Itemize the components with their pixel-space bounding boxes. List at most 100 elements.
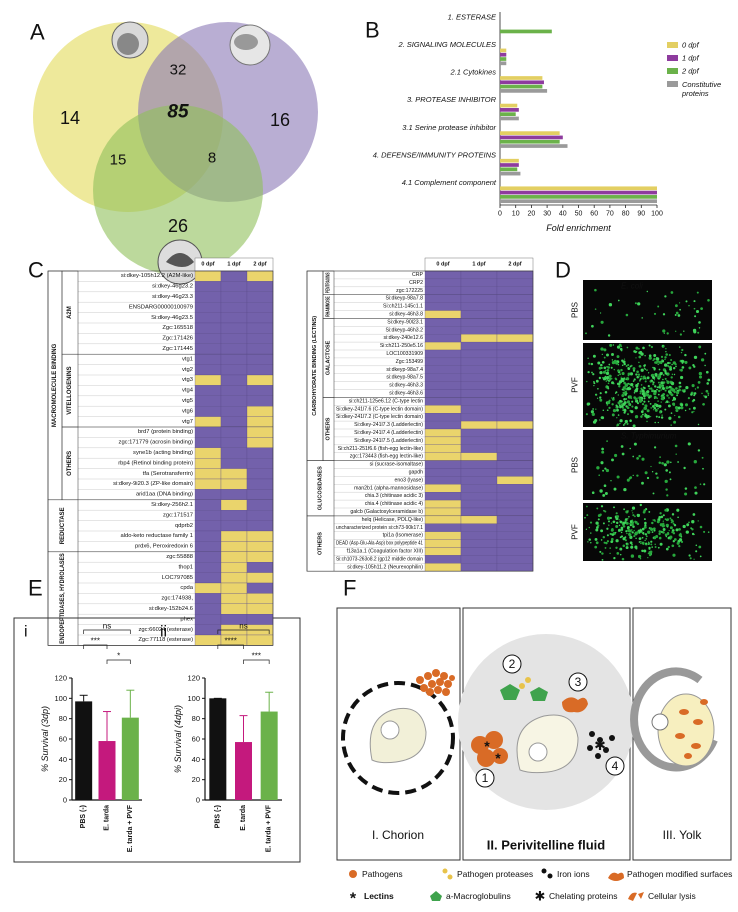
fluorescent-dot: [671, 388, 676, 392]
y-tick-label: 80: [59, 714, 67, 723]
fluorescent-dot: [652, 383, 655, 386]
fluorescent-dot: [647, 542, 651, 545]
fluorescent-dot: [671, 544, 675, 548]
compartment-label: III. Yolk: [663, 828, 703, 842]
fluorescent-dot: [654, 546, 657, 548]
heatmap-cell: [246, 312, 274, 324]
x-tick-label: 100: [651, 211, 663, 218]
fluorescent-dot: [661, 461, 664, 465]
fluorescent-dot: [701, 392, 703, 395]
fluorescent-dot: [591, 412, 595, 417]
heatmap-cell: [194, 354, 222, 365]
fluorescent-dot: [603, 366, 607, 370]
category-label: 3. PROTEASE INHIBITOR: [407, 95, 497, 104]
fluorescent-dot: [635, 537, 637, 540]
fluorescent-dot: [666, 332, 669, 335]
fluorescent-dot: [610, 480, 612, 482]
legend-label: 1 dpf: [682, 54, 700, 63]
fluorescent-dot: [588, 362, 591, 365]
fluorescent-dot: [679, 346, 681, 348]
heatmap-cell: [424, 349, 462, 359]
fluorescent-dot: [598, 366, 602, 370]
fluorescent-dot: [622, 391, 625, 395]
legend-icon: [541, 868, 547, 874]
fluorescent-dot: [651, 546, 653, 548]
fluorescent-dot: [670, 381, 675, 386]
heatmap-cell: [194, 447, 222, 459]
fluorescent-dot: [620, 535, 624, 538]
row-label: Si:dkey-241l7.4 (Ladderlectin): [354, 430, 423, 436]
fluorescent-dot: [621, 364, 624, 366]
fluorescent-dot: [585, 528, 588, 530]
heatmap-cell: [246, 302, 274, 313]
fluorescent-dot: [623, 411, 626, 414]
fluorescent-dot: [693, 410, 695, 413]
fluorescent-dot: [703, 483, 706, 486]
fluorescent-dot: [611, 413, 615, 417]
fluorescent-dot: [608, 363, 611, 366]
fluorescent-dot: [653, 367, 656, 370]
fluorescent-dot: [602, 522, 605, 525]
fluorescent-dot: [613, 361, 617, 364]
fluorescent-dot: [647, 385, 650, 388]
fluorescent-dot: [706, 382, 709, 385]
heatmap-cell: [246, 426, 274, 438]
fluorescent-dot: [655, 403, 659, 408]
row-label: Si:dkey-241l7.5 (Ladderlectin): [354, 438, 423, 444]
fluorescent-dot: [654, 373, 658, 377]
heatmap-cell: [246, 458, 274, 469]
fluorescent-dot: [647, 400, 650, 403]
fluorescent-dot: [617, 382, 621, 386]
heatmap-cell: [424, 547, 462, 556]
fluorescent-dot: [656, 397, 658, 400]
fluorescent-dot: [616, 423, 620, 427]
fluorescent-dot: [660, 416, 664, 419]
fluorescent-dot: [691, 528, 694, 531]
fluorescent-dot: [660, 531, 662, 533]
fluorescent-dot: [623, 487, 627, 492]
fluorescent-dot: [666, 361, 670, 365]
fluorescent-dot: [606, 440, 608, 442]
fluorescent-dot: [607, 334, 611, 337]
fluorescent-dot: [670, 424, 672, 426]
heatmap-cell: [194, 333, 222, 344]
legend-label: Lectins: [364, 891, 394, 901]
fluorescent-dot: [642, 409, 644, 411]
fluorescent-dot: [609, 516, 612, 520]
fluorescent-dot: [672, 366, 676, 370]
fluorescent-dot: [680, 403, 684, 407]
fluorescent-dot: [586, 402, 590, 406]
bar: [98, 741, 116, 800]
lectin: *: [484, 738, 490, 754]
embryo-image: [117, 33, 139, 55]
fluorescent-dot: [638, 397, 642, 401]
fluorescent-dot: [678, 381, 682, 385]
heatmap-cell: [246, 593, 274, 604]
fluorescent-dot: [677, 406, 681, 410]
row-label: vtg2: [182, 367, 193, 373]
fluorescent-dot: [664, 479, 668, 484]
fluorescent-dot: [692, 398, 696, 402]
fluorescent-dot: [664, 533, 668, 537]
fluorescent-dot: [603, 348, 607, 352]
heatmap-cell: [194, 478, 222, 490]
fluorescent-dot: [606, 409, 609, 412]
x-tick-label: 0: [498, 211, 502, 218]
fluorescent-dot: [625, 542, 628, 545]
fluorescent-dot: [658, 368, 661, 371]
fluorescent-dot: [642, 377, 645, 380]
y-tick-label: 40: [192, 755, 200, 764]
category-label: 3.1 Serine protease inhibitor: [402, 123, 496, 132]
fluorescent-dot: [626, 422, 629, 425]
row-label: vtg1: [182, 356, 193, 362]
fluorescent-dot: [656, 520, 660, 524]
fluorescent-dot: [661, 524, 665, 528]
heatmap-cell: [246, 343, 274, 355]
heatmap-cell: [424, 270, 462, 280]
row-label: phex: [180, 616, 193, 622]
fluorescent-dot: [615, 531, 617, 534]
legend-label: a-Macroglobulins: [446, 891, 511, 901]
fluorescent-dot: [625, 383, 628, 386]
fluorescent-dot: [624, 390, 628, 394]
fluorescent-dot: [649, 395, 651, 397]
